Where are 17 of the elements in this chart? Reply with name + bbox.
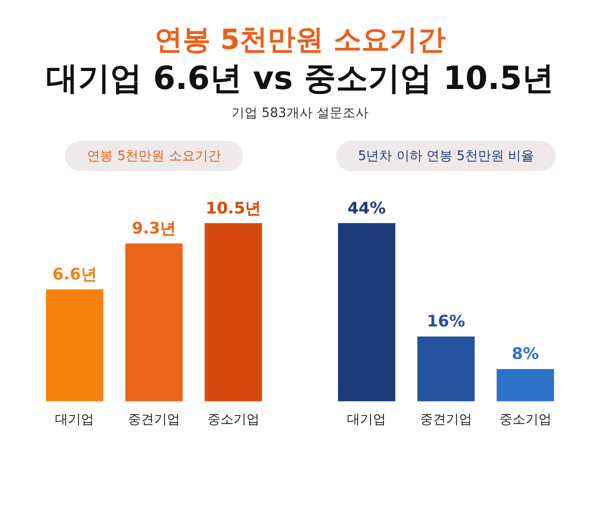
x-tick-label: 중소기업 — [207, 412, 260, 428]
data-label: 16% — [426, 312, 466, 331]
data-label: 9.3년 — [132, 218, 176, 238]
x-tick-label: 중견기업 — [420, 412, 472, 428]
x-tick-label: 대기업 — [347, 412, 386, 428]
data-label: 6.6년 — [52, 264, 97, 284]
chart-title: 5년차 이하 연봉 5천만원 비율 — [336, 140, 556, 171]
x-tick-label: 중소기업 — [499, 412, 552, 428]
data-label: 8% — [512, 344, 539, 364]
text: 대기업 6.6년 vs 중소기업 10.5년 — [44, 58, 556, 100]
text: 연봉 5천만원 소요기간 — [154, 22, 446, 58]
x-tick-label: 대기업 — [55, 412, 94, 428]
x-tick-label: 중견기업 — [128, 412, 180, 428]
text: 기업 583개사 설문조사 — [230, 106, 370, 123]
data-label: 44% — [348, 198, 386, 218]
data-label: 10.5년 — [206, 198, 262, 218]
chart-title: 연봉 5천만원 소요기간 — [65, 140, 243, 171]
